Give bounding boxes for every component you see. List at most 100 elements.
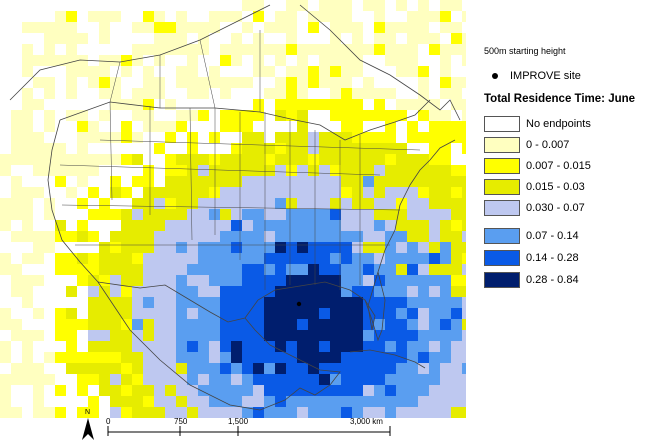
grid-cell: [363, 231, 374, 242]
grid-cell: [187, 143, 198, 154]
grid-cell: [99, 363, 110, 374]
grid-cell: [253, 165, 264, 176]
grid-cell: [77, 220, 88, 231]
grid-cell: [407, 253, 418, 264]
province-lines: [109, 30, 261, 112]
grid-cell: [143, 352, 154, 363]
grid-cell: [330, 286, 341, 297]
grid-cell: [264, 22, 275, 33]
grid-cell: [275, 143, 286, 154]
grid-cell: [198, 253, 209, 264]
grid-cell: [363, 77, 374, 88]
grid-cell: [132, 132, 143, 143]
grid-cell: [286, 33, 297, 44]
grid-cell: [165, 209, 176, 220]
grid-cell: [308, 231, 319, 242]
grid-cell: [396, 165, 407, 176]
grid-cell: [418, 286, 429, 297]
grid-cell: [198, 220, 209, 231]
grid-cell: [66, 55, 77, 66]
grid-cell: [187, 88, 198, 99]
grid-cell: [88, 231, 99, 242]
grid-cell: [88, 363, 99, 374]
grid-cell: [253, 143, 264, 154]
grid-cell: [187, 407, 198, 418]
grid-cell: [341, 66, 352, 77]
grid-cell: [429, 99, 440, 110]
legend-class-label: 0.015 - 0.03: [526, 181, 585, 193]
grid-cell: [286, 176, 297, 187]
grid-cell: [352, 154, 363, 165]
grid-cell: [352, 407, 363, 418]
grid-cell: [209, 220, 220, 231]
grid-cell: [121, 396, 132, 407]
grid-cell: [385, 407, 396, 418]
grid-cell: [308, 341, 319, 352]
grid-cell: [264, 44, 275, 55]
starting-height-label: 500m starting height: [484, 46, 566, 56]
grid-cell: [154, 242, 165, 253]
grid-cell: [11, 363, 22, 374]
grid-cell: [451, 385, 462, 396]
grid-cell: [110, 374, 121, 385]
grid-cell: [187, 253, 198, 264]
grid-cell: [352, 341, 363, 352]
grid-cell: [363, 319, 374, 330]
grid-cell: [418, 33, 429, 44]
legend-class-label: 0 - 0.007: [526, 139, 570, 151]
grid-cell: [440, 220, 451, 231]
grid-cell: [275, 165, 286, 176]
grid-cell: [385, 88, 396, 99]
grid-cell: [143, 319, 154, 330]
grid-cell: [132, 385, 143, 396]
grid-cell: [154, 264, 165, 275]
grid-cell: [55, 330, 66, 341]
grid-cell: [110, 385, 121, 396]
grid-cell: [22, 352, 33, 363]
grid-cell: [66, 319, 77, 330]
grid-cell: [319, 231, 330, 242]
grid-cell: [462, 253, 466, 264]
grid-cell: [264, 264, 275, 275]
grid-cell: [132, 55, 143, 66]
grid-cell: [66, 231, 77, 242]
grid-cell: [77, 66, 88, 77]
grid-cell: [33, 407, 44, 418]
grid-cell: [341, 209, 352, 220]
grid-cell: [143, 110, 154, 121]
grid-cell: [440, 110, 451, 121]
grid-cell: [363, 132, 374, 143]
grid-cell: [242, 407, 253, 418]
grid-cell: [440, 209, 451, 220]
grid-cell: [99, 22, 110, 33]
grid-cell: [253, 352, 264, 363]
grid-cell: [451, 220, 462, 231]
grid-cell: [242, 341, 253, 352]
grid-cell: [0, 374, 11, 385]
grid-cell: [286, 231, 297, 242]
grid-cell: [55, 407, 66, 418]
grid-cell: [242, 319, 253, 330]
grid-cell: [319, 198, 330, 209]
grid-cell: [88, 319, 99, 330]
grid-cell: [11, 176, 22, 187]
grid-cell: [341, 187, 352, 198]
scale-tick-0: 0: [106, 417, 111, 426]
grid-cell: [253, 286, 264, 297]
grid-cell: [242, 176, 253, 187]
grid-cell: [374, 396, 385, 407]
grid-cell: [99, 297, 110, 308]
grid-cell: [341, 407, 352, 418]
grid-cell: [132, 407, 143, 418]
grid-cell: [110, 275, 121, 286]
grid-cell: [330, 99, 341, 110]
grid-cell: [11, 110, 22, 121]
grid-cell: [363, 352, 374, 363]
grid-cell: [253, 110, 264, 121]
grid-cell: [451, 165, 462, 176]
grid-cell: [154, 297, 165, 308]
grid-cell: [220, 110, 231, 121]
grid-cell: [275, 330, 286, 341]
grid-cell: [110, 308, 121, 319]
grid-cell: [143, 297, 154, 308]
